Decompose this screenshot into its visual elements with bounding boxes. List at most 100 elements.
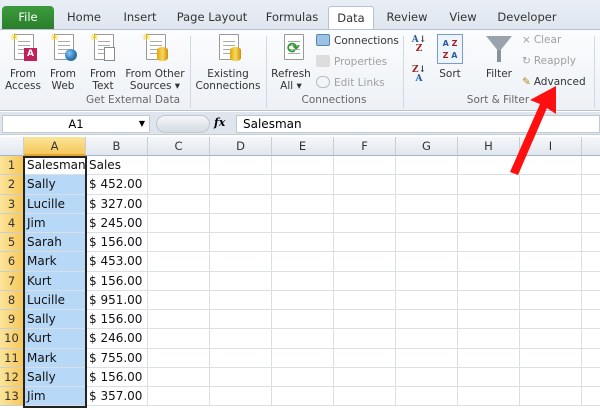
cell[interactable] — [272, 175, 334, 195]
cell[interactable] — [334, 175, 396, 195]
cell[interactable] — [582, 329, 600, 349]
cell[interactable] — [458, 290, 520, 310]
cell[interactable] — [520, 213, 582, 233]
cell[interactable]: Sales — [86, 156, 148, 176]
cell[interactable] — [458, 310, 520, 330]
cell[interactable] — [210, 175, 272, 195]
cell[interactable] — [148, 156, 210, 176]
cell[interactable] — [148, 194, 210, 214]
cell[interactable] — [520, 156, 582, 176]
column-header-J[interactable] — [582, 137, 600, 156]
cell[interactable] — [148, 252, 210, 272]
sort-z-to-a-button[interactable]: Z↓ A — [408, 66, 430, 84]
tab-view[interactable]: View — [449, 10, 477, 24]
cell[interactable] — [458, 252, 520, 272]
tab-page-layout[interactable]: Page Layout — [176, 10, 248, 24]
chevron-down-icon[interactable]: ▼ — [138, 119, 145, 128]
cell[interactable] — [272, 348, 334, 368]
cell[interactable] — [210, 329, 272, 349]
cell[interactable] — [148, 367, 210, 387]
cell[interactable] — [396, 367, 458, 387]
cell[interactable] — [582, 291, 600, 310]
cell[interactable] — [520, 175, 582, 195]
cell[interactable] — [458, 213, 520, 233]
cell[interactable] — [520, 194, 582, 214]
cell[interactable]: $ 951.00 — [86, 290, 148, 310]
cell[interactable] — [520, 310, 582, 330]
cell[interactable] — [148, 387, 210, 407]
connections-button[interactable]: Connections — [316, 34, 399, 47]
cell[interactable] — [520, 348, 582, 368]
advanced-filter-button[interactable]: ✎ Advanced — [522, 76, 586, 88]
tab-review[interactable]: Review — [386, 10, 428, 24]
cell[interactable] — [520, 329, 582, 349]
cell[interactable] — [272, 310, 334, 330]
cell[interactable] — [334, 213, 396, 233]
cell[interactable] — [520, 233, 582, 253]
cell[interactable] — [396, 329, 458, 349]
tab-formulas[interactable]: Formulas — [265, 10, 319, 24]
cell[interactable] — [210, 271, 272, 291]
formula-input[interactable]: Salesman — [236, 115, 600, 133]
cell[interactable] — [210, 387, 272, 407]
cell[interactable] — [520, 367, 582, 387]
insert-function-icon[interactable]: fx — [214, 116, 226, 129]
properties-button[interactable]: Properties — [316, 55, 387, 68]
cell[interactable] — [272, 271, 334, 291]
row-header[interactable]: 10 — [0, 329, 24, 349]
cell[interactable] — [334, 367, 396, 387]
tab-data[interactable]: Data — [328, 6, 374, 31]
cell[interactable]: $ 156.00 — [86, 310, 148, 330]
cell[interactable] — [396, 290, 458, 310]
cell[interactable] — [272, 194, 334, 214]
tab-home[interactable]: Home — [67, 10, 101, 24]
cell[interactable]: $ 156.00 — [86, 233, 148, 253]
cell[interactable] — [458, 329, 520, 349]
cell[interactable] — [210, 213, 272, 233]
cell[interactable]: $ 755.00 — [86, 348, 148, 368]
cell[interactable] — [210, 310, 272, 330]
cell[interactable]: Jim — [24, 387, 86, 407]
cell[interactable] — [210, 233, 272, 253]
cell[interactable] — [582, 214, 600, 233]
cell[interactable] — [458, 348, 520, 368]
cell[interactable] — [210, 348, 272, 368]
cell[interactable] — [272, 387, 334, 407]
column-header-F[interactable]: F — [334, 137, 396, 156]
cell[interactable] — [334, 329, 396, 349]
cell[interactable] — [148, 233, 210, 253]
cell[interactable] — [272, 290, 334, 310]
cell[interactable]: Mark — [24, 252, 86, 272]
cell[interactable] — [396, 233, 458, 253]
cell[interactable] — [520, 252, 582, 272]
cell[interactable] — [148, 348, 210, 368]
tab-file[interactable]: File — [2, 6, 54, 30]
cell[interactable] — [272, 367, 334, 387]
cell[interactable] — [458, 194, 520, 214]
cell[interactable] — [272, 252, 334, 272]
cell[interactable] — [396, 387, 458, 407]
cell[interactable] — [396, 310, 458, 330]
cell[interactable] — [458, 271, 520, 291]
cell[interactable] — [334, 156, 396, 176]
cell[interactable]: $ 156.00 — [86, 271, 148, 291]
cell[interactable] — [272, 329, 334, 349]
cell[interactable] — [582, 272, 600, 291]
cell[interactable]: $ 156.00 — [86, 367, 148, 387]
cell[interactable] — [582, 156, 600, 176]
cell[interactable] — [458, 387, 520, 407]
cell[interactable] — [148, 310, 210, 330]
clear-button[interactable]: ⨯ Clear — [522, 34, 562, 46]
from-web-button[interactable]: ✳ From Web — [49, 31, 77, 92]
filter-button[interactable]: Filter — [482, 34, 516, 80]
cell[interactable] — [582, 195, 600, 214]
cell[interactable] — [520, 387, 582, 407]
name-box[interactable]: A1 ▼ — [2, 115, 150, 133]
cell[interactable] — [210, 367, 272, 387]
from-access-button[interactable]: ✳ A From Access — [5, 31, 41, 93]
cell[interactable] — [396, 156, 458, 176]
cell[interactable] — [458, 175, 520, 195]
column-header-H[interactable]: H — [458, 137, 520, 156]
cell[interactable]: Sally — [24, 175, 86, 195]
